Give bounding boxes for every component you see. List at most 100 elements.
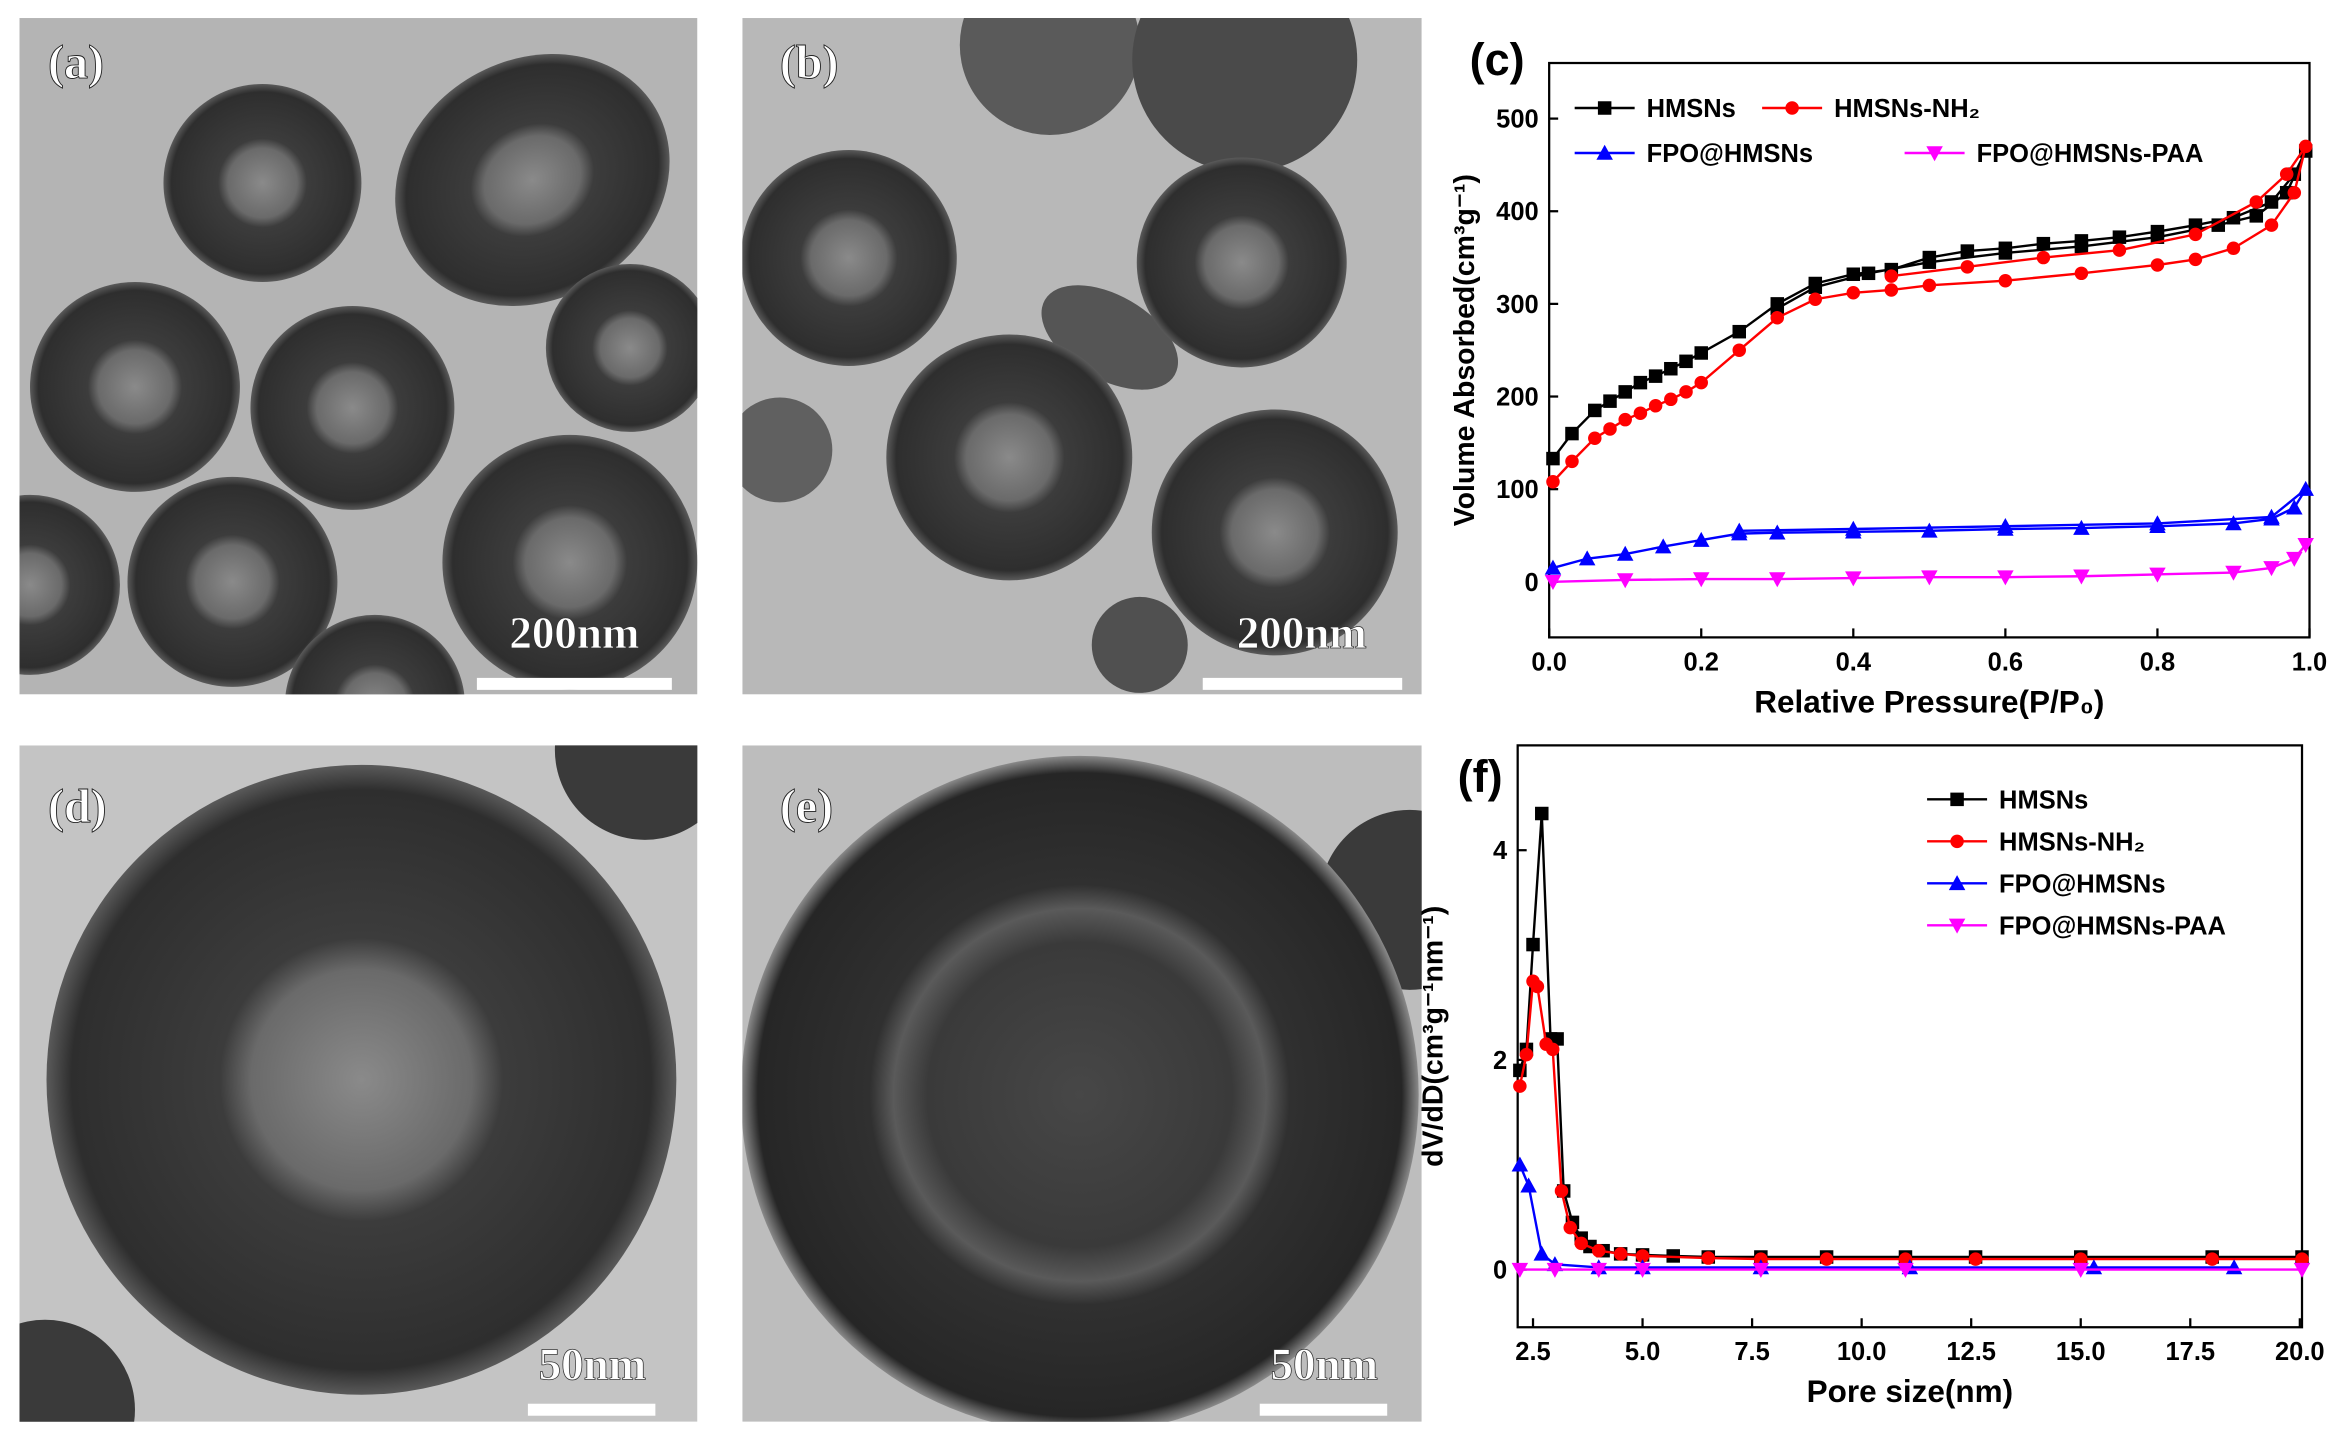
marker [2188,218,2203,232]
marker [1530,979,1545,994]
legend-label: HMSNs [1999,786,2088,814]
marker [1950,834,1964,849]
x-tick-label: 15.0 [2056,1338,2106,1366]
y-tick-label: 400 [1496,198,1539,226]
marker [1664,392,1678,407]
marker [1664,361,1678,376]
x-tick-label: 0.4 [1836,648,1872,676]
marker [2297,538,2314,553]
y-tick-label: 2 [1493,1047,1507,1075]
scale-bar-label: 200nm [1237,608,1367,658]
marker [2188,227,2203,242]
marker [2150,258,2165,272]
marker [1692,572,1710,588]
marker [2074,239,2089,254]
marker [1785,101,1799,115]
marker [1545,1042,1560,1057]
tem-panel-a [19,18,698,695]
marker [1520,1177,1537,1193]
marker [1574,1236,1588,1251]
legend-label: HMSNs [1647,95,1736,123]
tem-panel-e [742,745,1422,1422]
x-tick-label: 7.5 [1734,1338,1769,1366]
x-axis-label: Relative Pressure(P/P₀) [1754,683,2104,719]
marker [1618,412,1632,427]
marker [1616,545,1634,561]
marker [1948,875,1966,891]
marker [1513,1079,1527,1093]
x-tick-label: 0.6 [1988,648,2023,676]
marker [1968,1252,1983,1266]
marker [1565,454,1579,469]
scale-bar [1202,677,1403,690]
marker [1921,522,1938,538]
marker [2073,1252,2088,1266]
marker [1613,1247,1628,1261]
marker [2205,1252,2219,1266]
marker [2072,1262,2089,1278]
marker [1960,260,1975,274]
marker [1884,269,1899,283]
scale-bar [527,1403,656,1416]
marker [2188,252,2203,267]
marker [1921,570,1938,586]
marker [2226,241,2241,256]
marker [1694,346,1708,360]
tem-panel-b [742,18,1422,695]
marker [1603,422,1617,436]
legend-label: FPO@HMSNs [1999,870,2165,898]
chart-label: (c) [1470,34,1525,85]
marker [1732,324,1747,339]
marker [2074,266,2089,281]
marker [1596,144,1613,160]
marker [1526,937,1540,952]
marker [1563,1220,1578,1235]
marker [2263,508,2280,524]
y-tick-label: 500 [1496,106,1539,134]
marker [2263,561,2280,577]
series-line [1552,145,2307,483]
marker [1769,572,1786,588]
y-tick-label: 4 [1493,837,1508,865]
panel-label: (a) [48,36,104,89]
marker [1679,385,1693,399]
marker [1808,292,1823,306]
legend-label: HMSNs-NH₂ [1999,828,2145,856]
marker [1770,301,1785,316]
marker [1533,1245,1551,1261]
marker [1960,244,1975,258]
marker [2149,515,2166,531]
x-tick-label: 12.5 [1946,1338,1996,1366]
x-tick-label: 17.5 [2165,1338,2215,1366]
y-tick-label: 0 [1524,569,1538,597]
x-tick-label: 0.8 [2140,648,2175,676]
scale-bar-label: 200nm [509,608,639,658]
marker [1618,385,1632,399]
marker [2225,565,2242,581]
marker [1998,246,2013,260]
series-line [1518,813,2303,1259]
marker [1633,406,1648,420]
marker [1578,550,1596,566]
plot-frame [1548,61,2311,639]
marker [1550,1032,1564,1046]
panel-label: (d) [48,780,107,833]
y-tick-label: 200 [1496,384,1539,412]
marker [1808,280,1823,294]
marker [2264,218,2279,232]
marker [1922,278,1937,293]
marker [1648,399,1663,413]
marker [2073,569,2090,585]
marker [1616,573,1634,589]
marker [2112,243,2127,257]
marker [1635,1249,1650,1263]
scale-bar-label: 50nm [1270,1340,1377,1390]
x-tick-label: 1.0 [2292,648,2327,676]
legend-label: FPO@HMSNs-PAA [1999,912,2226,940]
marker [1769,524,1786,540]
series-line [1518,1164,2235,1269]
marker [1588,431,1602,445]
scale-bar-label: 50nm [539,1340,646,1390]
series-line [1518,978,2303,1261]
x-tick-label: 20.0 [2275,1338,2325,1366]
